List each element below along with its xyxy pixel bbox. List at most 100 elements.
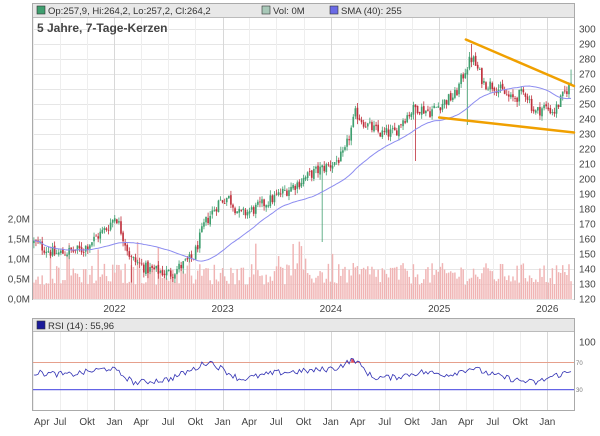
volume-bar [537,282,538,299]
volume-bar [473,269,474,299]
month-label: Jan [431,417,447,428]
volume-bar [97,249,98,299]
volume-bar [255,244,256,299]
volume-bar [321,272,322,299]
volume-bar [469,279,470,299]
year-label: 2022 [103,304,126,315]
volume-bar [481,273,482,299]
candle [448,94,450,105]
price-tick-label: 180 [579,205,596,216]
volume-bar [259,276,260,299]
volume-bar [523,263,524,299]
volume-bar [471,278,472,299]
volume-bar [529,275,530,299]
volume-bar [516,266,517,299]
volume-bar [328,264,329,299]
volume-bar [452,273,453,299]
volume-bar [330,282,331,299]
volume-bar [39,284,40,299]
volume-bar [122,283,123,299]
volume-bar [388,277,389,299]
volume-tick-label: 0,0M [8,295,30,306]
volume-bar [373,269,374,299]
sma-legend: SMA (40): 255 [341,6,402,17]
volume-axis-labels: 0,0M0,5M1,0M1,5M2,0M [8,215,30,306]
volume-bar [280,267,281,299]
volume-bar [191,276,192,299]
volume-bar [70,275,71,299]
volume-bar [251,264,252,299]
volume-bar [375,277,376,299]
volume-bar [334,282,335,299]
volume-bar [187,266,188,299]
volume-bar [226,281,227,299]
volume-bar [361,269,362,299]
volume-bar [527,281,528,299]
volume-bar [350,276,351,299]
volume-bar [286,265,287,299]
month-label: Okt [79,417,95,428]
month-label: Jan [539,417,555,428]
price-tick-label: 260 [579,85,596,96]
vol-legend-swatch [262,6,270,14]
volume-bar [506,280,507,299]
volume-bar [35,280,36,299]
volume-bar [299,242,300,299]
volume-bar [282,268,283,299]
month-label: Apr [350,417,366,428]
volume-bar [384,270,385,299]
volume-bar [336,283,337,299]
volume-bar [207,268,208,299]
volume-bar [467,281,468,299]
volume-bar [178,283,179,299]
price-tick-label: 270 [579,70,596,81]
volume-bar [52,279,53,299]
volume-bar [124,264,125,299]
volume-bar [409,277,410,299]
volume-bar [46,283,47,299]
volume-bar [278,256,279,299]
volume-tick-label: 0,5M [8,275,30,286]
volume-bar [344,267,345,299]
price-axis-labels: 1201301401501601701801902002102202302402… [579,25,596,306]
volume-bar [112,265,113,299]
volume-bar [548,283,549,299]
rsi-legend-swatch [37,321,45,329]
volume-bar [199,264,200,299]
volume-bar [465,285,466,299]
volume-bar [243,268,244,299]
volume-bar [268,282,269,299]
volume-bar [479,279,480,299]
volume-bar [116,265,117,299]
volume-bar [531,278,532,299]
price-tick-label: 290 [579,40,596,51]
volume-bar [367,266,368,299]
volume-bar [60,283,61,299]
volume-bar [201,276,202,299]
volume-bar [348,270,349,299]
volume-bar [444,270,445,299]
volume-bar [83,269,84,299]
volume-bar [301,246,302,299]
volume-bar [494,279,495,299]
volume-bar [153,267,154,299]
volume-bar [185,274,186,299]
price-tick-label: 210 [579,160,596,171]
volume-bar [392,268,393,299]
volume-bar [386,274,387,299]
volume-bar [550,278,551,299]
volume-bar [79,277,80,299]
volume-bar [382,268,383,299]
volume-bar [518,283,519,299]
volume-bar [564,272,565,299]
volume-bar [143,284,144,299]
volume-bar [419,285,420,299]
volume-bar [431,263,432,299]
volume-bar [415,277,416,299]
volume-bar [126,283,127,299]
volume-bar [303,270,304,299]
volume-bar [81,282,82,299]
volume-bar [543,266,544,300]
volume-bar [554,284,555,299]
